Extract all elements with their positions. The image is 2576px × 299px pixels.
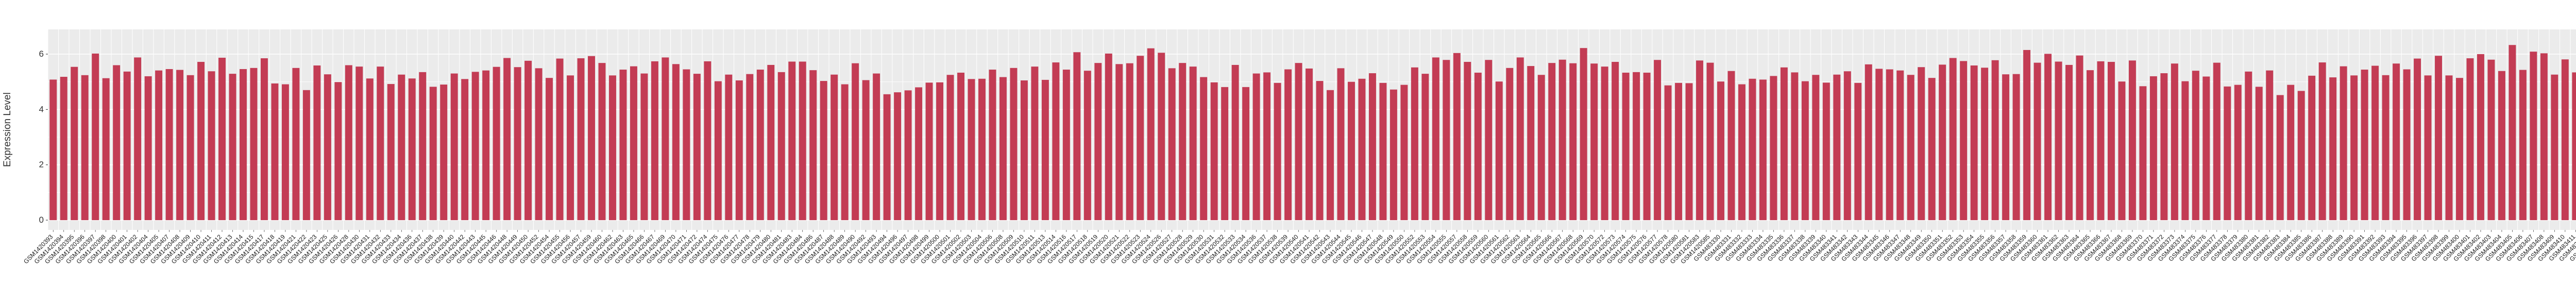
svg-text:2: 2 [39,160,44,170]
svg-text:Expression Level: Expression Level [2,92,13,167]
svg-text:0: 0 [39,215,44,225]
svg-text:6: 6 [39,49,44,59]
svg-text:4: 4 [39,104,44,114]
